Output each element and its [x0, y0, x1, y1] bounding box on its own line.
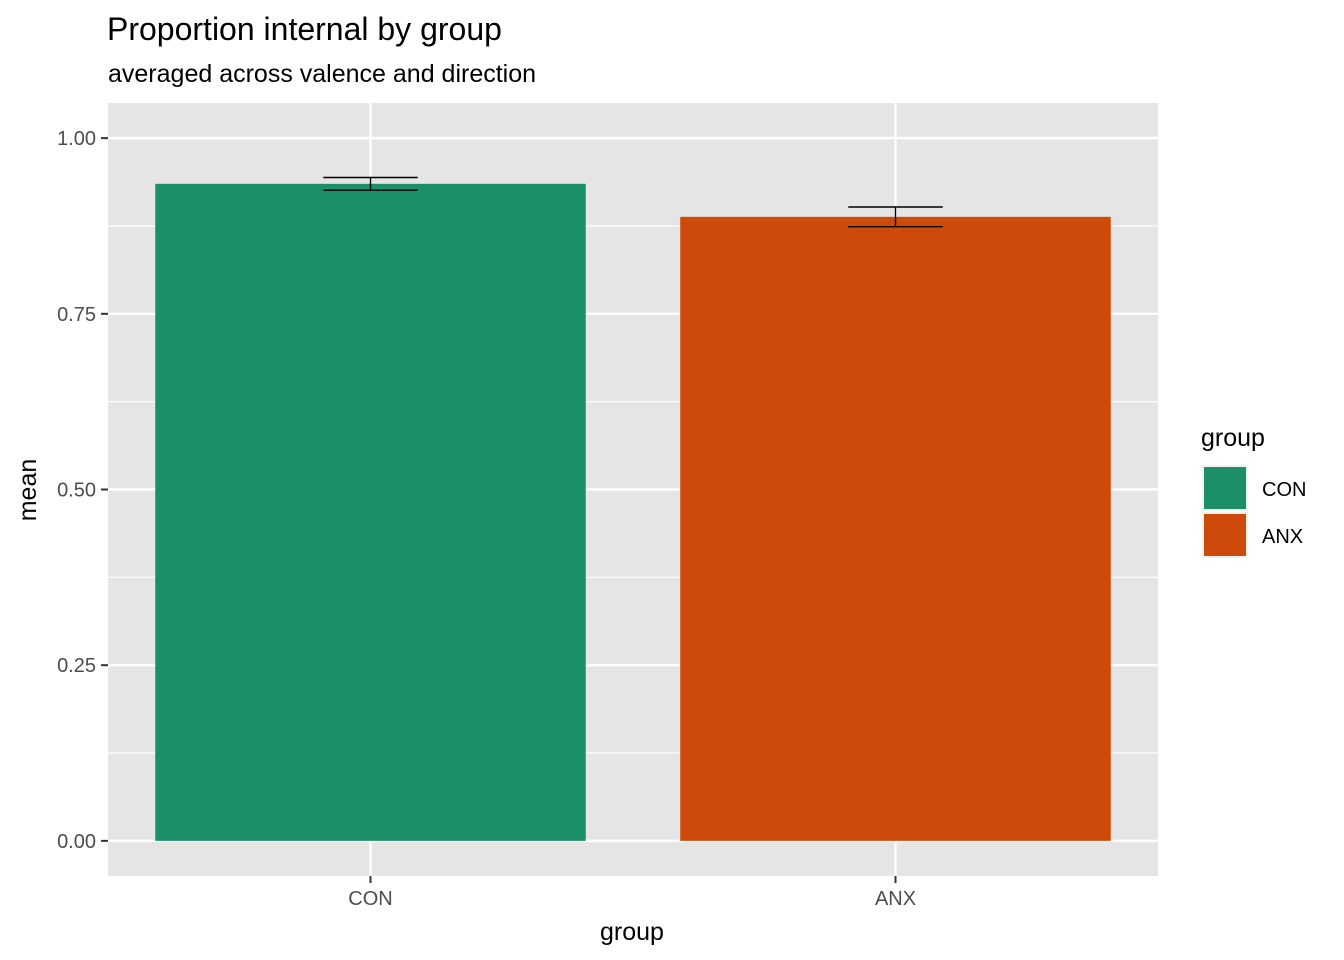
legend-title: group: [1201, 424, 1265, 452]
chart-subtitle: averaged across valence and direction: [108, 60, 536, 88]
x-tick-label: CON: [348, 888, 392, 910]
y-tick-label: 0.75: [57, 304, 96, 326]
chart-title: Proportion internal by group: [107, 11, 502, 47]
legend-swatch-anx: [1204, 514, 1246, 556]
error-bars: [323, 176, 943, 228]
bars: [155, 183, 1111, 841]
y-tick-label: 1.00: [57, 128, 96, 150]
bar-anx: [680, 216, 1111, 841]
axes: 0.00 0.25 0.50 0.75 1.00 CON ANX: [57, 128, 916, 910]
legend-label-con: CON: [1262, 479, 1306, 501]
error-bar-anx: [848, 206, 943, 228]
error-bar-con: [323, 176, 418, 191]
y-axis-title: mean: [14, 459, 42, 522]
y-tick-label: 0.00: [57, 831, 96, 853]
y-tick-label: 0.50: [57, 480, 96, 502]
y-tick-label: 0.25: [57, 655, 96, 677]
legend-keys: CON ANX: [1202, 465, 1306, 558]
bar-con: [155, 183, 586, 841]
x-axis-title: group: [600, 918, 664, 946]
legend-label-anx: ANX: [1262, 526, 1303, 548]
x-tick-label: ANX: [875, 888, 916, 910]
legend: group CON ANX: [1201, 424, 1306, 558]
legend-swatch-con: [1204, 467, 1246, 509]
